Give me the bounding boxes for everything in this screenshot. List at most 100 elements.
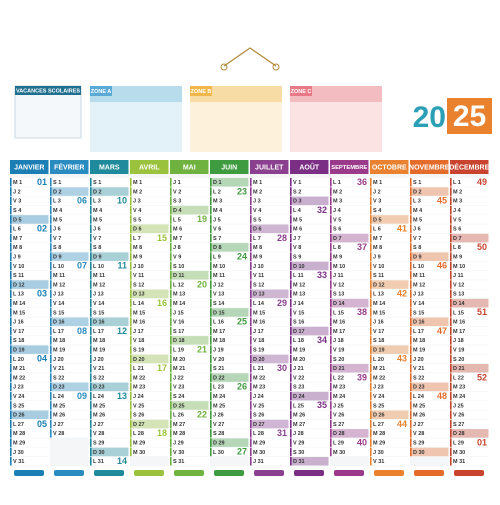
day-label: S 30 xyxy=(293,450,304,456)
day-label: J 27 xyxy=(413,422,424,428)
day-row xyxy=(210,391,249,401)
day-row xyxy=(410,429,449,438)
sunday-row xyxy=(370,215,409,224)
day-marker xyxy=(450,336,452,345)
sunday-row xyxy=(50,187,89,196)
day-row xyxy=(450,261,489,271)
day-row xyxy=(290,280,329,289)
day-marker xyxy=(50,364,52,373)
day-label: V 16 xyxy=(173,320,184,326)
day-row xyxy=(250,280,289,289)
day-row xyxy=(90,401,129,410)
day-label: S 13 xyxy=(453,292,464,298)
week-number: 29 xyxy=(277,298,287,308)
day-label: V 7 xyxy=(413,236,421,242)
day-label: M 15 xyxy=(373,310,385,316)
day-label: V 29 xyxy=(293,441,304,447)
day-label: V 25 xyxy=(253,403,264,409)
day-marker xyxy=(10,447,12,457)
day-label: S 7 xyxy=(213,236,221,242)
day-label: L 5 xyxy=(173,217,181,223)
day-row xyxy=(130,271,169,280)
day-marker xyxy=(10,429,12,438)
day-row xyxy=(410,243,449,252)
day-label: S 6 xyxy=(453,227,461,233)
day-marker xyxy=(290,401,292,410)
month-footer xyxy=(334,470,364,476)
day-row xyxy=(450,373,489,382)
day-row xyxy=(290,419,329,429)
day-marker xyxy=(210,289,212,299)
day-row xyxy=(370,178,409,187)
day-marker xyxy=(290,447,292,457)
week-number: 43 xyxy=(397,354,407,364)
day-label: V 18 xyxy=(133,338,144,344)
day-label: S 1 xyxy=(53,180,61,186)
vacations-header xyxy=(15,86,81,95)
day-marker xyxy=(450,196,452,206)
day-marker xyxy=(10,354,12,364)
day-row xyxy=(250,336,289,345)
day-row xyxy=(90,429,129,438)
day-row xyxy=(50,326,89,336)
sunday-row xyxy=(170,401,209,410)
day-marker xyxy=(450,261,452,271)
day-label: L 14 xyxy=(253,301,265,307)
week-number: 30 xyxy=(277,363,287,373)
day-marker xyxy=(450,271,452,280)
day-label: V 24 xyxy=(373,394,385,400)
day-label: M 4 xyxy=(93,208,103,214)
day-row xyxy=(290,345,329,354)
day-label: D 13 xyxy=(253,292,265,298)
day-label: D 23 xyxy=(93,385,105,391)
day-label: V 7 xyxy=(53,236,61,242)
day-label: M 18 xyxy=(413,338,425,344)
day-marker xyxy=(170,326,172,336)
day-marker xyxy=(330,196,332,206)
day-marker xyxy=(170,196,172,206)
day-label: M 5 xyxy=(93,217,102,223)
day-marker xyxy=(250,326,252,336)
day-label: M 20 xyxy=(173,357,185,363)
day-label: V 28 xyxy=(53,431,64,437)
day-marker xyxy=(370,326,372,336)
sunday-row xyxy=(450,298,489,308)
day-label: L 19 xyxy=(173,348,184,354)
day-row xyxy=(210,289,249,299)
day-row xyxy=(10,373,49,382)
day-label: J 8 xyxy=(173,245,181,251)
day-row xyxy=(210,345,249,354)
day-label: J 4 xyxy=(333,208,342,214)
day-row xyxy=(170,178,209,187)
day-marker xyxy=(290,419,292,429)
day-marker xyxy=(130,438,132,447)
sunday-row xyxy=(290,261,329,271)
day-row xyxy=(290,271,329,280)
day-row xyxy=(330,271,369,280)
day-row xyxy=(90,345,129,354)
sunday-row xyxy=(130,354,169,364)
day-label: J 12 xyxy=(213,282,224,288)
day-marker xyxy=(450,289,452,299)
day-label: D 16 xyxy=(93,320,105,326)
day-marker xyxy=(250,215,252,224)
day-marker xyxy=(10,280,12,289)
day-label: M 22 xyxy=(13,375,25,381)
day-label: V 24 xyxy=(13,394,25,400)
day-row xyxy=(410,280,449,289)
day-row xyxy=(330,391,369,401)
day-marker xyxy=(90,447,92,457)
day-marker xyxy=(170,233,172,243)
day-label: M 28 xyxy=(173,431,185,437)
day-label: J 5 xyxy=(213,217,221,223)
day-row xyxy=(410,438,449,447)
day-marker xyxy=(50,280,52,289)
day-marker xyxy=(290,336,292,345)
day-row xyxy=(330,280,369,289)
day-label: L 18 xyxy=(293,338,304,344)
day-row xyxy=(10,261,49,271)
day-row xyxy=(290,354,329,364)
day-row xyxy=(50,364,89,373)
day-label: M 6 xyxy=(173,227,182,233)
day-row xyxy=(10,401,49,410)
